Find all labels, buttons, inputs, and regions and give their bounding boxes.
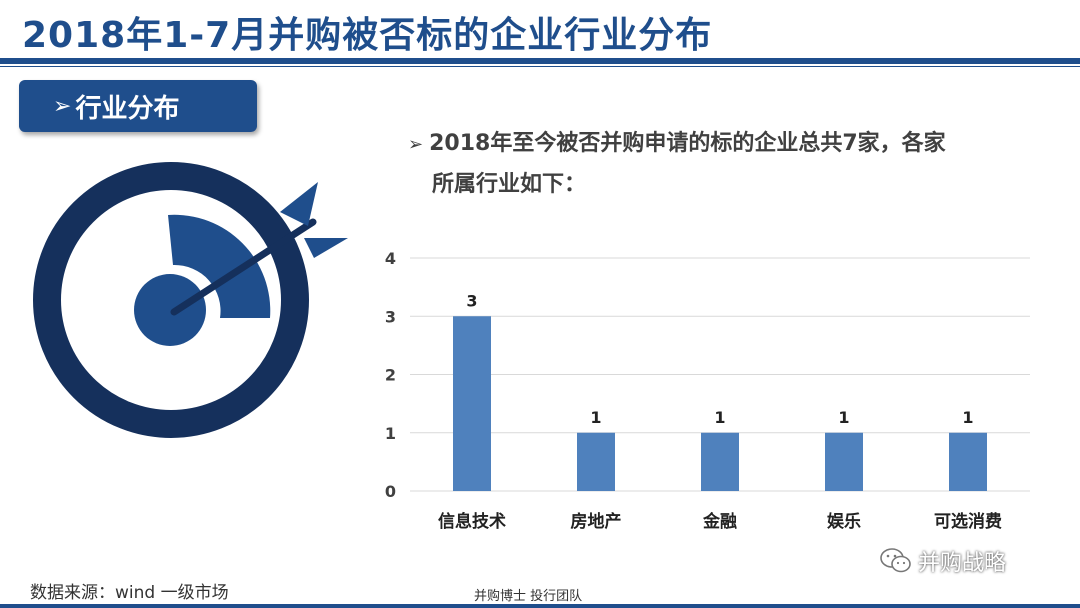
bar — [453, 316, 491, 491]
y-tick-label: 1 — [385, 424, 396, 443]
watermark-text: 并购战略 — [918, 551, 1007, 576]
arrow-icon — [170, 182, 348, 316]
data-label: 1 — [714, 408, 725, 427]
x-tick-label: 信息技术 — [438, 511, 506, 532]
section-label: 行业分布 — [75, 93, 180, 124]
data-label: 3 — [466, 291, 477, 310]
x-tick-label: 金融 — [702, 511, 737, 532]
data-source: 数据来源：wind 一级市场 — [30, 583, 229, 603]
data-label: 1 — [590, 408, 601, 427]
bar — [577, 432, 615, 491]
data-label: 1 — [962, 408, 973, 427]
x-tick-label: 娱乐 — [827, 511, 861, 532]
bottom-divider — [0, 604, 1080, 608]
target-icon — [18, 160, 358, 470]
section-tab: ➢ 行业分布 — [19, 80, 257, 132]
chevron-right-icon: ➢ — [53, 93, 72, 119]
bar — [949, 432, 987, 491]
page-title: 2018年1-7月并购被否标的企业行业分布 — [22, 15, 713, 56]
description-line1: 2018年至今被否并购申请的标的企业总共7家，各家 — [429, 131, 946, 156]
watermark: 并购战略 — [880, 545, 1006, 577]
chevron-right-icon: ➢ — [408, 134, 424, 155]
y-tick-label: 0 — [385, 482, 396, 501]
y-tick-label: 2 — [385, 366, 396, 385]
title-divider — [0, 58, 1080, 64]
description-line2: 所属行业如下： — [432, 172, 587, 197]
y-tick-label: 3 — [385, 307, 396, 326]
bar-chart: 0 1 2 3 4 3 信息技术 1 房地产 1 金融 1 娱乐 1 可选消费 — [385, 249, 1030, 532]
y-tick-label: 4 — [385, 249, 396, 268]
wechat-icon — [880, 548, 911, 573]
data-label: 1 — [838, 408, 849, 427]
description: ➢ 2018年至今被否并购申请的标的企业总共7家，各家 所属行业如下： — [408, 124, 1018, 205]
x-tick-label: 可选消费 — [934, 511, 1002, 532]
footer-credit: 并购博士 投行团队 — [474, 589, 583, 604]
x-tick-label: 房地产 — [571, 511, 622, 532]
title-divider-thin — [0, 66, 1080, 67]
bar — [825, 432, 863, 491]
bar — [701, 432, 739, 491]
